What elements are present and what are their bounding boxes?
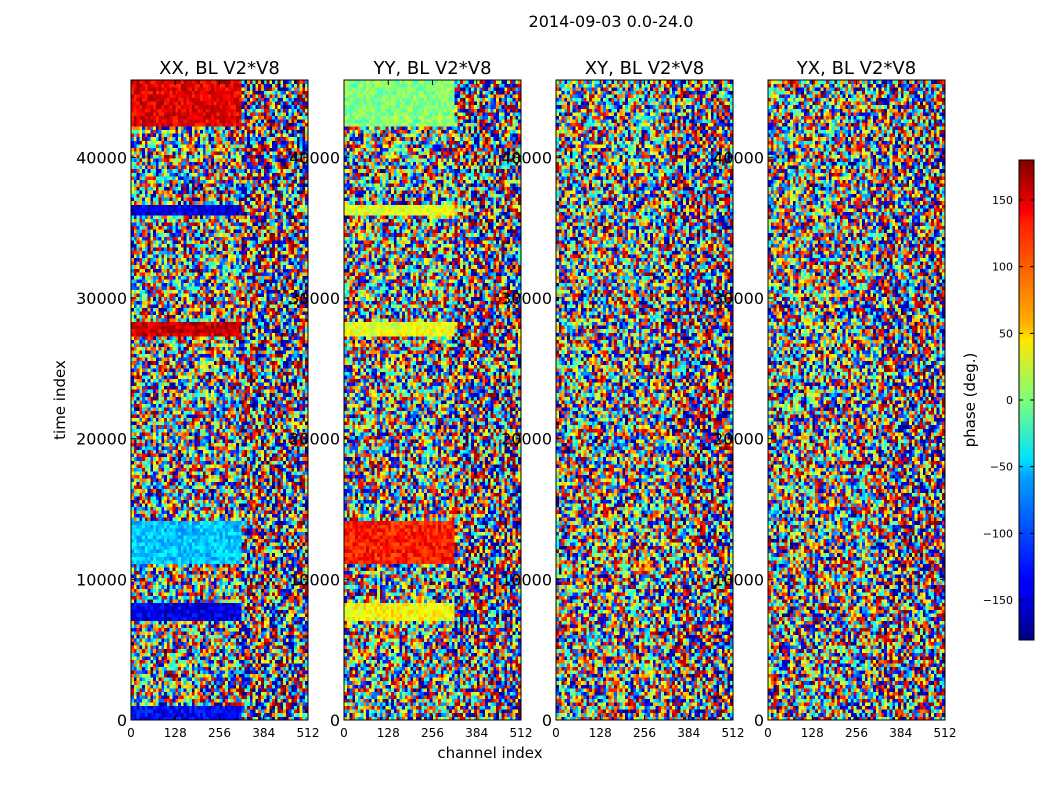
x-tick-label: 0 xyxy=(552,726,560,740)
panel-2: YY, BL V2*V8 0 128 256 384 512 0 10000 20000 3000… xyxy=(289,58,532,740)
x-tick-label: 128 xyxy=(164,726,187,740)
panel-title: XY, BL V2*V8 xyxy=(585,58,704,79)
colorbar-tick-label: −50 xyxy=(990,461,1013,474)
heatmap-cells xyxy=(556,80,734,721)
y-tick-label: 10000 xyxy=(76,570,127,589)
panel-title: YX, BL V2*V8 xyxy=(796,58,916,79)
y-tick-label: 10000 xyxy=(501,570,552,589)
y-tick-label: 30000 xyxy=(713,289,764,308)
x-tick-label: 0 xyxy=(340,726,348,740)
x-tick-label: 512 xyxy=(510,726,533,740)
x-tick-label: 384 xyxy=(465,726,488,740)
figure-title: 2014-09-03 0.0-24.0 xyxy=(0,12,1050,31)
x-tick-label: 0 xyxy=(764,726,772,740)
y-tick-label: 40000 xyxy=(289,148,340,167)
colorbar-tick-label: −150 xyxy=(983,594,1013,607)
x-tick-label: 384 xyxy=(252,726,275,740)
colorbar-tick-label: 150 xyxy=(992,194,1013,207)
x-tick-label: 256 xyxy=(633,726,656,740)
heatmap-cells xyxy=(131,80,309,721)
x-tick-label: 128 xyxy=(801,726,824,740)
y-tick-label: 0 xyxy=(542,711,552,730)
x-tick-label: 256 xyxy=(421,726,444,740)
y-tick-label: 0 xyxy=(117,711,127,730)
y-tick-label: 20000 xyxy=(76,430,127,449)
x-tick-label: 128 xyxy=(377,726,400,740)
x-tick-label: 256 xyxy=(845,726,868,740)
x-tick-label: 384 xyxy=(889,726,912,740)
x-axis-label: channel index xyxy=(437,744,542,762)
colorbar-tick-label: −100 xyxy=(983,527,1013,540)
panel-4: YX, BL V2*V8 0 128 256 384 512 0 10000 20000 3000… xyxy=(713,58,956,740)
y-tick-label: 40000 xyxy=(501,148,552,167)
y-tick-label: 0 xyxy=(754,711,764,730)
panel-3: XY, BL V2*V8 0 128 256 384 512 0 10000 20000 3000… xyxy=(501,58,744,740)
x-tick-label: 0 xyxy=(127,726,135,740)
y-tick-label: 20000 xyxy=(713,430,764,449)
x-tick-label: 512 xyxy=(934,726,957,740)
y-axis-label: time index xyxy=(51,360,69,440)
y-tick-label: 40000 xyxy=(713,148,764,167)
colorbar-label: phase (deg.) xyxy=(961,353,979,448)
y-tick-label: 20000 xyxy=(501,430,552,449)
y-tick-label: 10000 xyxy=(289,570,340,589)
colorbar-tick-label: 0 xyxy=(1006,394,1013,407)
panel-1: XX, BL V2*V8 0 128 256 384 512 0 10000 20000 3000… xyxy=(76,58,319,740)
y-tick-label: 30000 xyxy=(76,289,127,308)
y-tick-label: 40000 xyxy=(76,148,127,167)
panel-title: XX, BL V2*V8 xyxy=(159,58,280,79)
x-tick-label: 512 xyxy=(297,726,320,740)
y-tick-label: 20000 xyxy=(289,430,340,449)
colorbar-tick-label: 50 xyxy=(999,327,1013,340)
y-tick-label: 30000 xyxy=(289,289,340,308)
colorbar-tick-label: 100 xyxy=(992,261,1013,274)
x-tick-label: 256 xyxy=(208,726,231,740)
x-tick-label: 128 xyxy=(589,726,612,740)
x-tick-label: 512 xyxy=(722,726,745,740)
y-tick-label: 10000 xyxy=(713,570,764,589)
x-tick-label: 384 xyxy=(677,726,700,740)
panel-title: YY, BL V2*V8 xyxy=(372,58,491,79)
heatmap-cells xyxy=(768,80,946,721)
y-tick-label: 30000 xyxy=(501,289,552,308)
heatmap-cells xyxy=(344,80,522,721)
y-tick-label: 0 xyxy=(330,711,340,730)
